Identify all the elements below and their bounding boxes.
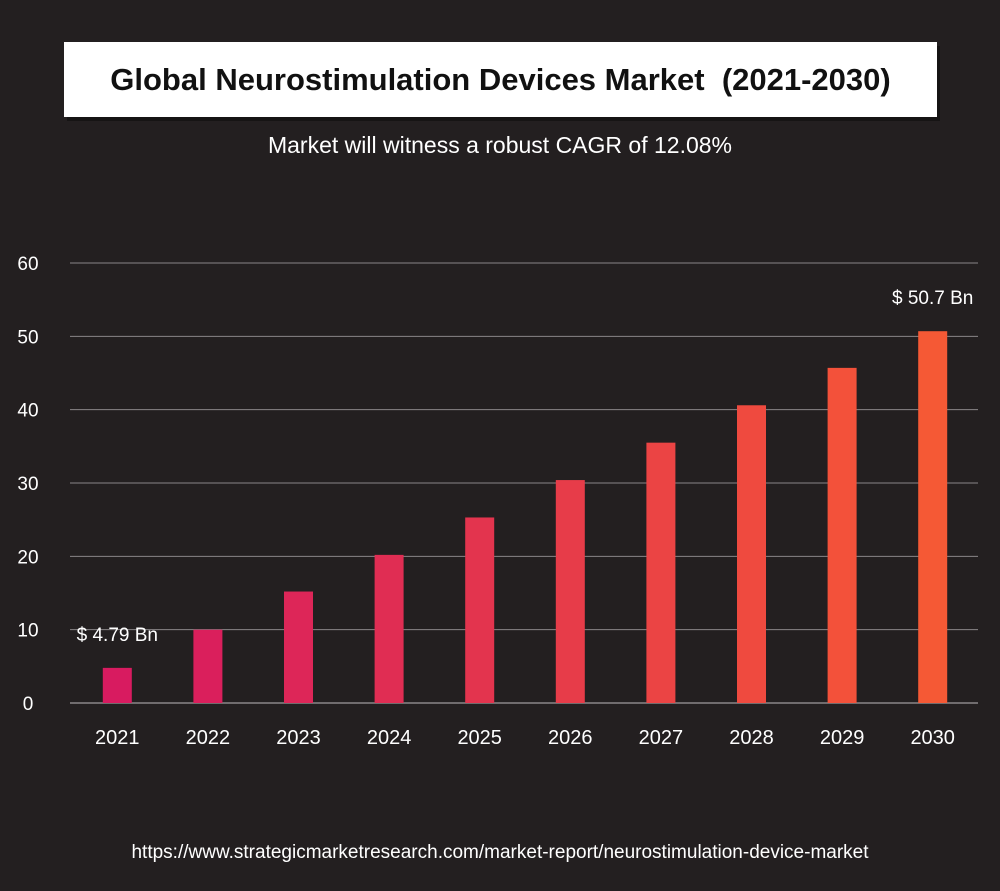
data-label: $ 50.7 Bn <box>892 288 973 309</box>
bar <box>193 629 223 703</box>
title-box: Global Neurostimulation Devices Market (… <box>64 42 937 117</box>
source-url: https://www.strategicmarketresearch.com/… <box>131 842 869 863</box>
x-tick-label: 2029 <box>820 727 865 749</box>
annotations: $ 4.79 Bn $ 50.7 Bn <box>77 288 974 646</box>
bar <box>374 554 404 703</box>
x-tick-label: 2021 <box>95 727 140 749</box>
bar <box>918 331 948 703</box>
bar <box>102 667 132 703</box>
bar <box>284 591 313 703</box>
chart-subtitle: Market will witness a robust CAGR of 12.… <box>267 132 732 158</box>
x-tick-label: 2025 <box>457 727 502 749</box>
y-tick-label: 30 <box>17 474 38 495</box>
x-axis-ticks: 2021 2022 2023 2024 2025 2026 2027 2028 2029 2030 <box>95 727 955 749</box>
x-tick-label: 2023 <box>276 727 321 749</box>
x-tick-label: 2027 <box>639 727 684 749</box>
x-tick-label: 2022 <box>186 727 231 749</box>
x-tick-label: 2024 <box>367 727 412 749</box>
bar <box>646 442 676 703</box>
bar <box>827 367 857 703</box>
bar <box>737 405 766 703</box>
grid-lines <box>70 262 978 704</box>
x-tick-label: 2028 <box>729 727 774 749</box>
bar <box>555 480 585 703</box>
y-tick-label: 40 <box>17 401 38 422</box>
bars <box>102 331 948 703</box>
y-tick-label: 0 <box>23 694 34 715</box>
x-tick-label: 2030 <box>910 727 955 749</box>
y-tick-label: 20 <box>17 547 38 568</box>
y-tick-label: 10 <box>17 621 38 642</box>
chart-title: Global Neurostimulation Devices Market (… <box>110 61 891 97</box>
x-tick-label: 2026 <box>548 727 593 749</box>
y-tick-label: 50 <box>17 327 38 348</box>
data-label: $ 4.79 Bn <box>77 625 158 646</box>
y-axis-ticks: 0 10 20 30 40 50 60 <box>17 254 38 715</box>
y-tick-label: 60 <box>17 254 38 275</box>
bar <box>465 517 495 703</box>
